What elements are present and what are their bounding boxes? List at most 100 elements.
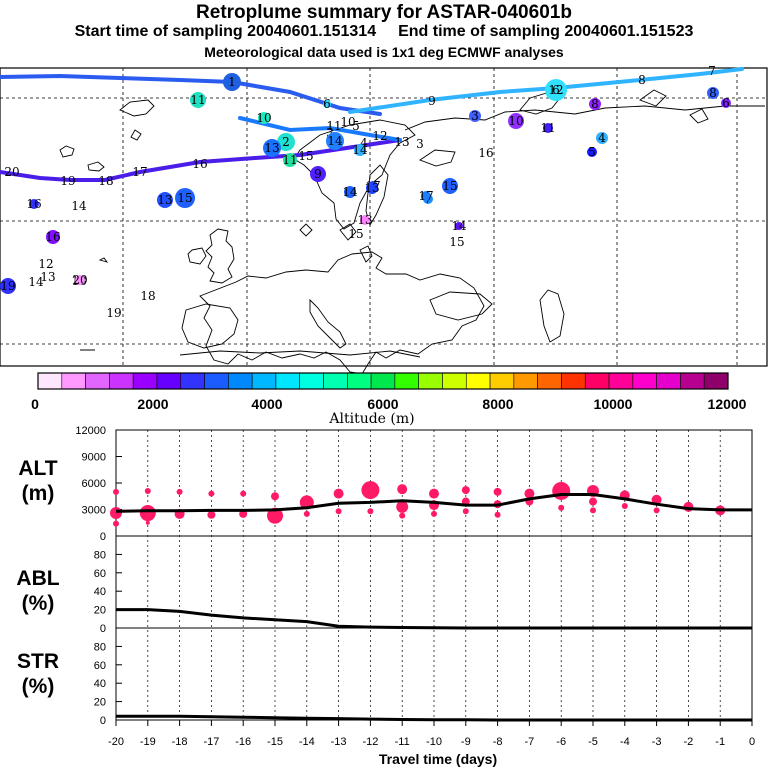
colorbar-tick-label: 6000 [367, 396, 398, 412]
pct-ytick-label: 60 [94, 660, 106, 672]
map-marker-dot [543, 123, 553, 133]
map-marker: 15 [442, 178, 458, 194]
map-marker: 13 [157, 192, 173, 208]
panel-vertical-gridlines [147, 430, 721, 720]
alt-dot [208, 490, 215, 497]
map-marker-dot [157, 192, 173, 208]
map-marker-label: 14 [327, 134, 343, 148]
map-marker-label: 6 [323, 97, 331, 111]
map-marker: 16 [45, 230, 61, 244]
map-marker-dot [277, 133, 295, 151]
map-frame [0, 67, 768, 367]
colorbar-cell [513, 372, 538, 390]
map-marker-dot [707, 87, 719, 99]
map-marker: 12 [545, 79, 567, 101]
alt-dot [399, 512, 406, 519]
xtick-label: -8 [493, 736, 503, 748]
map-marker: 11 [282, 153, 298, 167]
xtick-label: -20 [108, 736, 124, 748]
colorbar-cell [156, 372, 182, 390]
colorbar-cell [465, 372, 491, 390]
pct-ytick-label: 60 [94, 568, 106, 580]
colorbar-cell [251, 372, 277, 390]
track-number: 12 [372, 129, 387, 143]
alt-dot [271, 492, 279, 501]
map-marker-dot [366, 182, 378, 194]
xtick-label: -2 [684, 736, 694, 748]
alt-dot [494, 511, 501, 518]
map-marker-label: 13 [357, 213, 372, 227]
map-marker-label: 3 [416, 137, 424, 151]
map-marker: 12 [38, 257, 53, 271]
trajectory-line [0, 138, 402, 182]
map-marker: 14 [352, 143, 368, 157]
alt-dot [110, 507, 122, 520]
colorbar-cell [370, 372, 396, 390]
alt-title: ALT [18, 457, 57, 480]
alt-dot [621, 502, 628, 509]
track-number: 17 [132, 165, 147, 179]
colorbar-cell [584, 372, 610, 390]
map-marker-label: 15 [348, 227, 363, 241]
colorbar-cell [489, 372, 515, 390]
coastlines [59, 89, 765, 375]
pct-ytick-label: 20 [94, 697, 106, 709]
alt-dot [461, 486, 470, 495]
map-marker-label: 4 [598, 131, 606, 145]
colorbar-frame [37, 372, 729, 390]
map-marker: 6 [721, 96, 731, 110]
colorbar-cells [37, 372, 729, 390]
colorbar-cell [204, 372, 229, 390]
map-marker-label: 14 [28, 275, 44, 289]
colorbar-cell [680, 372, 705, 390]
xtick-label: -4 [620, 736, 630, 748]
map-marker-dot [310, 166, 326, 182]
map-marker: 15 [175, 188, 195, 208]
map-marker-label: 13 [364, 181, 379, 195]
alt-dot [653, 507, 660, 514]
colorbar-cell [61, 372, 86, 390]
map-marker-label: 8 [709, 86, 717, 100]
track-number: 13 [394, 135, 409, 149]
alt-ytick-label: 0 [100, 531, 106, 543]
map-marker-label: 9 [314, 167, 322, 181]
colorbar-cell [275, 372, 301, 390]
track-number: 5 [352, 119, 360, 133]
map-marker-label: 15 [177, 191, 192, 205]
map-marker-label: 18 [140, 289, 155, 303]
map-marker: 13 [40, 270, 55, 284]
map-marker-dot [455, 222, 463, 230]
colorbar-tick-label: 10000 [594, 396, 633, 412]
map-marker: 14 [451, 219, 467, 233]
map-marker-dot [46, 230, 60, 244]
map-marker: 15 [449, 235, 464, 249]
track-number: 16 [192, 157, 207, 171]
map-marker: 8 [707, 86, 719, 100]
xtick-label: -9 [461, 736, 471, 748]
pct-ytick-label: 40 [94, 586, 106, 598]
colorbar-cell [632, 372, 657, 390]
map-marker-label: 13 [157, 193, 172, 207]
xtick-label: -5 [588, 736, 598, 748]
map-marker-label: 13 [264, 141, 279, 155]
xtick-label: -10 [426, 736, 442, 748]
map-marker: 14 [71, 199, 87, 213]
map-marker: 11 [190, 92, 206, 108]
colorbar-cell [703, 372, 729, 390]
colorbar-cell [537, 372, 562, 390]
alt-dots [110, 481, 726, 527]
xtick-label: -7 [525, 736, 535, 748]
colorbar-unit-label: Altitude (m) [328, 411, 414, 427]
xtick-label: -12 [362, 736, 378, 748]
trajectory-line [238, 116, 402, 142]
track-number: 11 [326, 119, 341, 133]
map-marker-dot [545, 79, 567, 101]
map-marker-label: 13 [40, 270, 55, 284]
track-number: 9 [428, 94, 436, 108]
map-marker-dot [360, 215, 370, 225]
map-marker-label: 10 [256, 111, 271, 125]
map-marker: 9 [310, 166, 326, 182]
abl-title: ABL [16, 567, 59, 590]
alt-ytick-label: 12000 [75, 425, 106, 437]
track-number: 19 [60, 174, 75, 188]
